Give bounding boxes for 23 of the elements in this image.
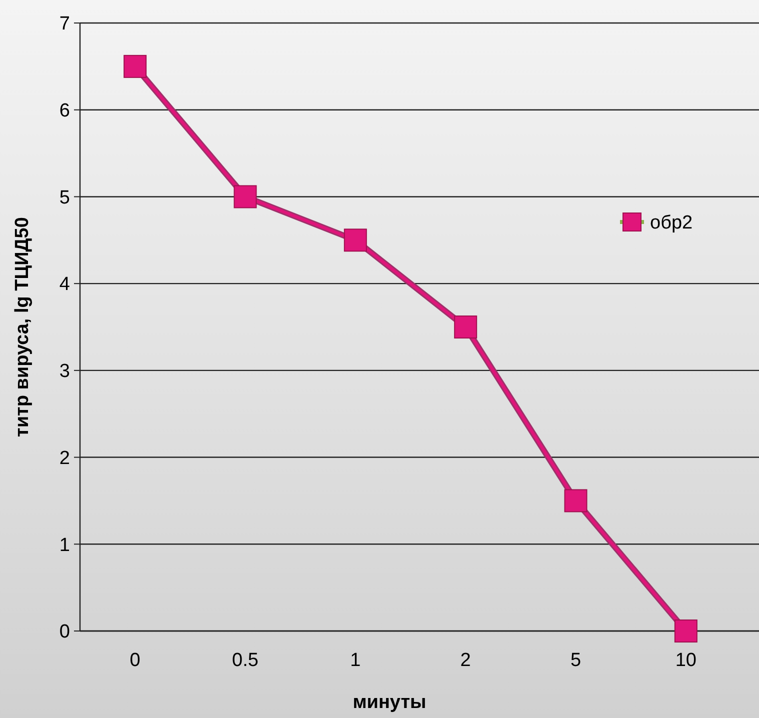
y-tick-label: 3 (59, 361, 70, 382)
point (564, 489, 588, 512)
y-tick-label: 0 (59, 622, 70, 643)
y-tick-label: 2 (59, 448, 70, 469)
point (454, 316, 478, 338)
y-tick-label: 7 (59, 14, 70, 35)
x-tick-label: 5 (570, 650, 582, 671)
x-axis-title: минуты (352, 692, 426, 713)
legend-label: обр2 (650, 212, 693, 234)
y-tick-label: 4 (59, 274, 70, 296)
point (234, 185, 257, 208)
x-tick-label: 10 (675, 650, 696, 671)
point (344, 228, 367, 252)
y-axis-title: титр вируса, lg ТЦИД50 (12, 217, 33, 437)
x-tick-label: 0.5 (232, 650, 258, 671)
y-tick-label: 5 (59, 187, 70, 208)
x-tick-label: 1 (350, 650, 361, 671)
x-tick-label: 0 (130, 650, 140, 671)
y-tick-label: 1 (59, 534, 70, 556)
y-tick-label: 6 (59, 100, 70, 122)
point (674, 620, 698, 642)
x-tick-label: 2 (460, 650, 471, 671)
point (124, 54, 147, 78)
